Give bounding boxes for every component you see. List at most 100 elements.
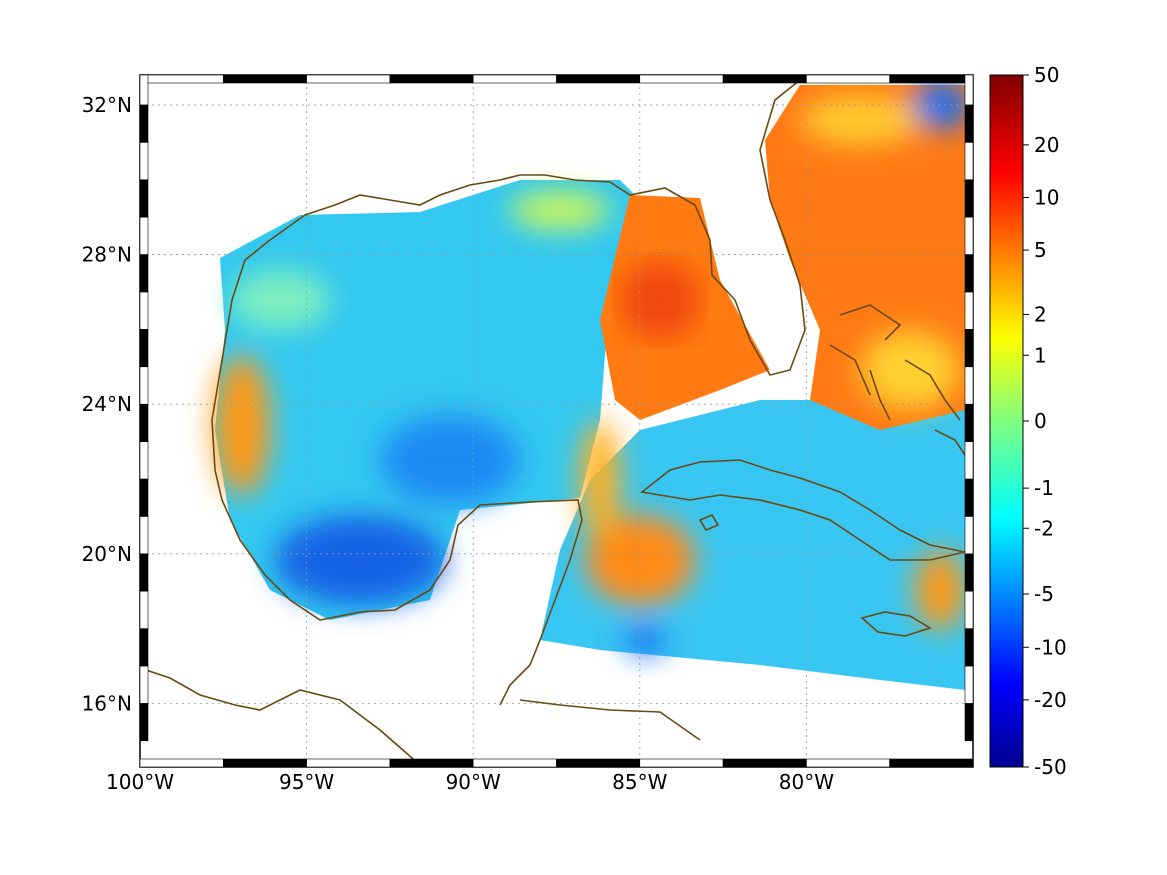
- honduras-coast: [519, 699, 701, 741]
- frame-segment: [556, 758, 641, 768]
- atlantic-yellow-patch: [800, 95, 920, 145]
- frame-segment: [964, 329, 974, 368]
- frame-segment: [139, 366, 149, 405]
- frame-segment: [722, 74, 807, 84]
- frame-segment: [964, 665, 974, 704]
- frame-segment: [964, 254, 974, 293]
- frame-segment: [139, 216, 149, 255]
- frame-segment: [472, 74, 557, 84]
- longitude-tick-labels: 100°W 95°W 90°W 85°W 80°W: [106, 770, 834, 794]
- frame-segment: [964, 478, 974, 517]
- northwest-greenish: [230, 270, 330, 330]
- yucatan-warm-band: [580, 420, 620, 540]
- hispaniola-edge: [934, 429, 966, 456]
- frame-segment: [889, 758, 974, 768]
- frame-segment: [223, 74, 307, 84]
- frame-segment: [964, 291, 974, 330]
- frame-segment: [139, 142, 149, 181]
- frame-segment: [806, 74, 891, 84]
- lat-tick-label: 28°N: [82, 243, 132, 267]
- central-cold-anomaly: [380, 415, 520, 505]
- frame-segment: [139, 628, 149, 667]
- isla-juventud: [698, 513, 720, 532]
- colorbar-label: 2: [1034, 302, 1047, 326]
- frame-segment: [964, 703, 974, 742]
- frame-segment: [389, 74, 474, 84]
- frame-segment: [806, 758, 891, 768]
- frame-segment: [964, 441, 974, 480]
- cayman-warm-anomaly: [585, 515, 695, 605]
- frame-segment: [472, 758, 557, 768]
- jamaica-outline: [860, 611, 932, 637]
- colorbar-gradient: [989, 74, 1024, 768]
- frame-segment: [139, 665, 149, 704]
- data-field: [214, 80, 970, 690]
- north-yellow-band: [510, 190, 610, 230]
- frame-segment: [556, 74, 641, 84]
- frame-segment: [389, 758, 474, 768]
- frame-segment: [964, 628, 974, 667]
- colorbar-label: 1: [1034, 343, 1047, 367]
- frame-segment: [964, 216, 974, 255]
- frame-segment: [964, 179, 974, 218]
- lat-tick-label: 20°N: [82, 542, 132, 566]
- lon-tick-label: 100°W: [106, 770, 174, 794]
- colorbar-label: 20: [1034, 133, 1059, 157]
- frame-segment: [139, 329, 149, 368]
- frame-segment: [722, 758, 807, 768]
- colorbar-label: 10: [1034, 185, 1059, 209]
- frame-segment: [964, 403, 974, 442]
- frame-segment: [139, 104, 149, 143]
- frame-segment: [139, 441, 149, 480]
- lon-tick-label: 85°W: [612, 770, 667, 794]
- gulf-coast-north: [211, 75, 816, 471]
- loop-core: [620, 260, 700, 340]
- gulf-coast-west-south: [214, 469, 583, 706]
- bahamas-yellow-patch: [860, 330, 960, 410]
- latitude-tick-labels: 16°N 20°N 24°N 28°N 32°N: [82, 93, 132, 715]
- frame-segment: [639, 758, 724, 768]
- frame-segment: [139, 403, 149, 442]
- lat-tick-label: 24°N: [82, 392, 132, 416]
- frame-segment: [139, 74, 149, 106]
- colorbar-label: 5: [1034, 238, 1047, 262]
- frame-segment: [639, 74, 724, 84]
- frame-segment: [306, 74, 391, 84]
- frame-segment: [964, 142, 974, 181]
- lon-tick-label: 90°W: [446, 770, 501, 794]
- frame-segment: [964, 366, 974, 405]
- frame-segment: [139, 703, 149, 742]
- lat-tick-label: 32°N: [82, 93, 132, 117]
- frame-segment: [139, 758, 224, 768]
- lon-tick-label: 95°W: [279, 770, 334, 794]
- frame-segment: [139, 179, 149, 218]
- frame-segment: [964, 516, 974, 555]
- coastline: [140, 75, 966, 766]
- lon-tick-label: 80°W: [779, 770, 834, 794]
- frame-segment: [964, 104, 974, 143]
- map-frame: [139, 74, 974, 768]
- frame-segment: [964, 74, 974, 106]
- northeast-cold-spot: [910, 80, 970, 130]
- frame-segment: [139, 478, 149, 517]
- frame-segment: [964, 590, 974, 629]
- colorbar-label: 50: [1034, 63, 1059, 87]
- frame-segment: [889, 74, 974, 84]
- frame-segment: [139, 553, 149, 592]
- frame-segment: [139, 291, 149, 330]
- frame-segment: [964, 553, 974, 592]
- caribbean-field: [540, 400, 965, 690]
- map-grid: [140, 75, 973, 767]
- frame-segment: [139, 590, 149, 629]
- frame-segment: [306, 758, 391, 768]
- frame-segment: [139, 254, 149, 293]
- colorbar-label: 0: [1034, 409, 1047, 433]
- frame-segment: [139, 74, 224, 84]
- west-warm-anomaly: [214, 355, 270, 495]
- frame-segment: [223, 758, 307, 768]
- lat-tick-label: 16°N: [82, 691, 132, 715]
- south-cold-spot: [625, 625, 665, 655]
- southwest-cold-anomaly: [275, 515, 445, 605]
- jamaica-warm-anomaly: [915, 550, 965, 630]
